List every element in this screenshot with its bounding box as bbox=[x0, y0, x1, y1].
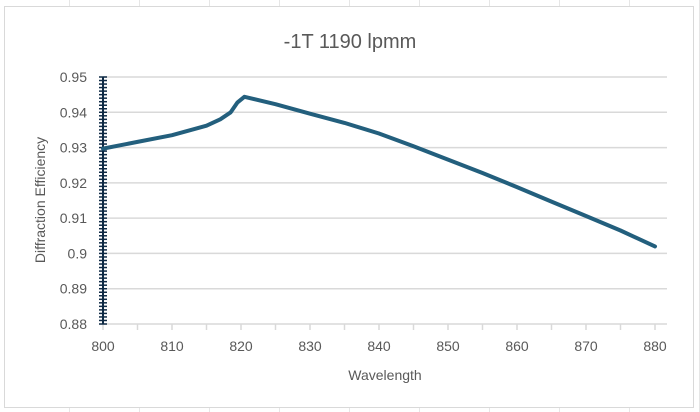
chart-area[interactable] bbox=[4, 6, 694, 408]
y-tick-label: 0.91 bbox=[60, 210, 87, 226]
y-tick-label: 0.89 bbox=[60, 281, 87, 297]
y-tick-label: 0.92 bbox=[60, 175, 87, 191]
x-tick-label: 820 bbox=[229, 338, 253, 354]
y-tick-label: 0.9 bbox=[68, 245, 88, 261]
y-axis: 0.88 0.89 0.9 0.91 0.92 0.93 0.94 0.95 bbox=[60, 69, 107, 332]
gridlines bbox=[103, 76, 667, 290]
y-tick-label: 0.94 bbox=[60, 104, 87, 120]
y-tick-label: 0.93 bbox=[60, 140, 87, 156]
y-tick-label: 0.95 bbox=[60, 69, 87, 85]
series-line bbox=[101, 94, 657, 249]
x-tick-label: 810 bbox=[160, 338, 184, 354]
y-tick-label: 0.88 bbox=[60, 316, 87, 332]
y-axis-label: Diffraction Efficiency bbox=[32, 137, 48, 263]
x-axis-label: Wavelength bbox=[348, 367, 421, 383]
x-tick-label: 850 bbox=[436, 338, 460, 354]
x-tick-label: 830 bbox=[298, 338, 322, 354]
chart-title: -1T 1190 lpmm bbox=[284, 31, 417, 53]
x-tick-label: 800 bbox=[91, 338, 115, 354]
x-tick-label: 880 bbox=[643, 338, 667, 354]
x-axis: 800 810 820 830 840 850 860 870 880 bbox=[91, 323, 667, 354]
x-tick-label: 840 bbox=[367, 338, 391, 354]
x-tick-label: 860 bbox=[505, 338, 529, 354]
x-tick-label: 870 bbox=[574, 338, 598, 354]
